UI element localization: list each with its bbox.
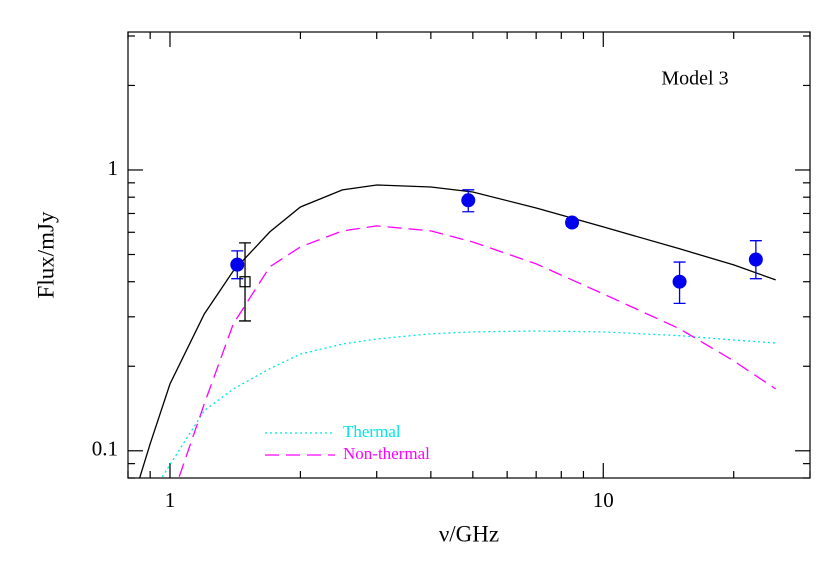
curve (161, 330, 776, 478)
y-tick-label: 1 (108, 156, 119, 180)
data-point (565, 215, 580, 230)
x-axis-label: ν/GHz (439, 521, 499, 546)
plot-area (138, 184, 777, 478)
error-bar (239, 242, 252, 322)
data-point (748, 252, 763, 267)
y-axis-label: Flux/mJy (33, 211, 58, 298)
data-point (230, 257, 245, 272)
x-tick-label: 10 (593, 488, 614, 512)
data-point (461, 193, 476, 208)
plot-frame (127, 31, 811, 479)
data-point (672, 274, 687, 289)
legend-label: Non-thermal (343, 444, 430, 463)
legend-label: Thermal (343, 422, 401, 441)
data-point (239, 276, 251, 288)
x-tick-label: 1 (165, 488, 176, 512)
y-tick-label: 0.1 (92, 437, 118, 461)
annotation: Model 3 (661, 68, 728, 90)
curve (138, 184, 776, 478)
curve (178, 225, 777, 478)
